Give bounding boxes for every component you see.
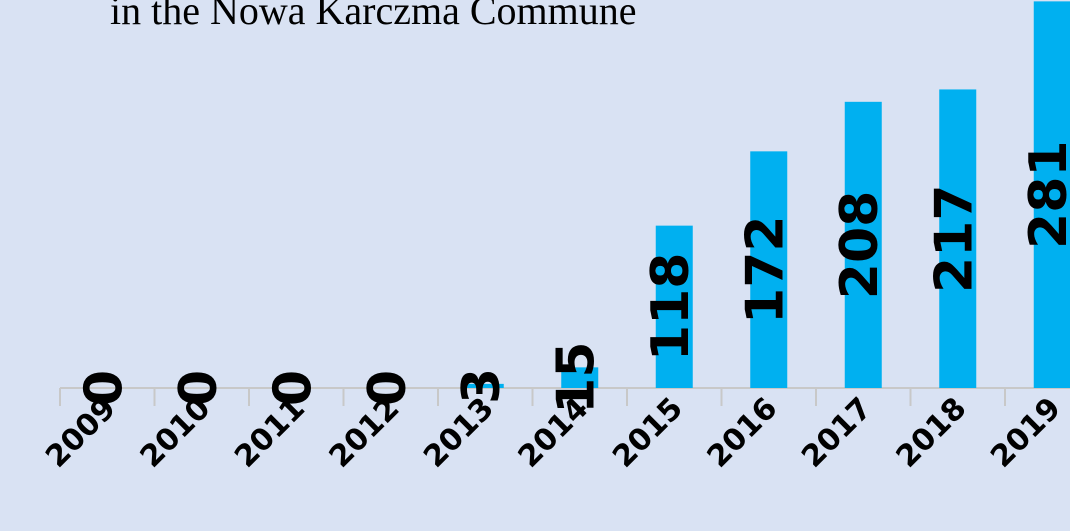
data-label: 0: [169, 370, 229, 406]
data-label: 0: [358, 370, 418, 406]
bar: [750, 151, 788, 388]
data-label: 118: [641, 253, 701, 362]
bar: [561, 367, 599, 388]
data-label: 0: [263, 370, 323, 406]
data-label: 172: [736, 215, 796, 324]
data-label: 0: [74, 370, 134, 406]
bar: [466, 383, 504, 388]
data-label: 217: [925, 184, 985, 293]
bar: [844, 101, 882, 388]
data-label: 15: [547, 341, 607, 413]
data-label: 281: [1019, 140, 1070, 249]
chart-title: in the Nowa Karczma Commune: [110, 0, 637, 33]
data-label: 208: [830, 191, 890, 300]
bar: [655, 225, 693, 388]
data-label: 3: [452, 368, 512, 404]
bar: [939, 89, 977, 389]
bar: [1033, 1, 1070, 389]
